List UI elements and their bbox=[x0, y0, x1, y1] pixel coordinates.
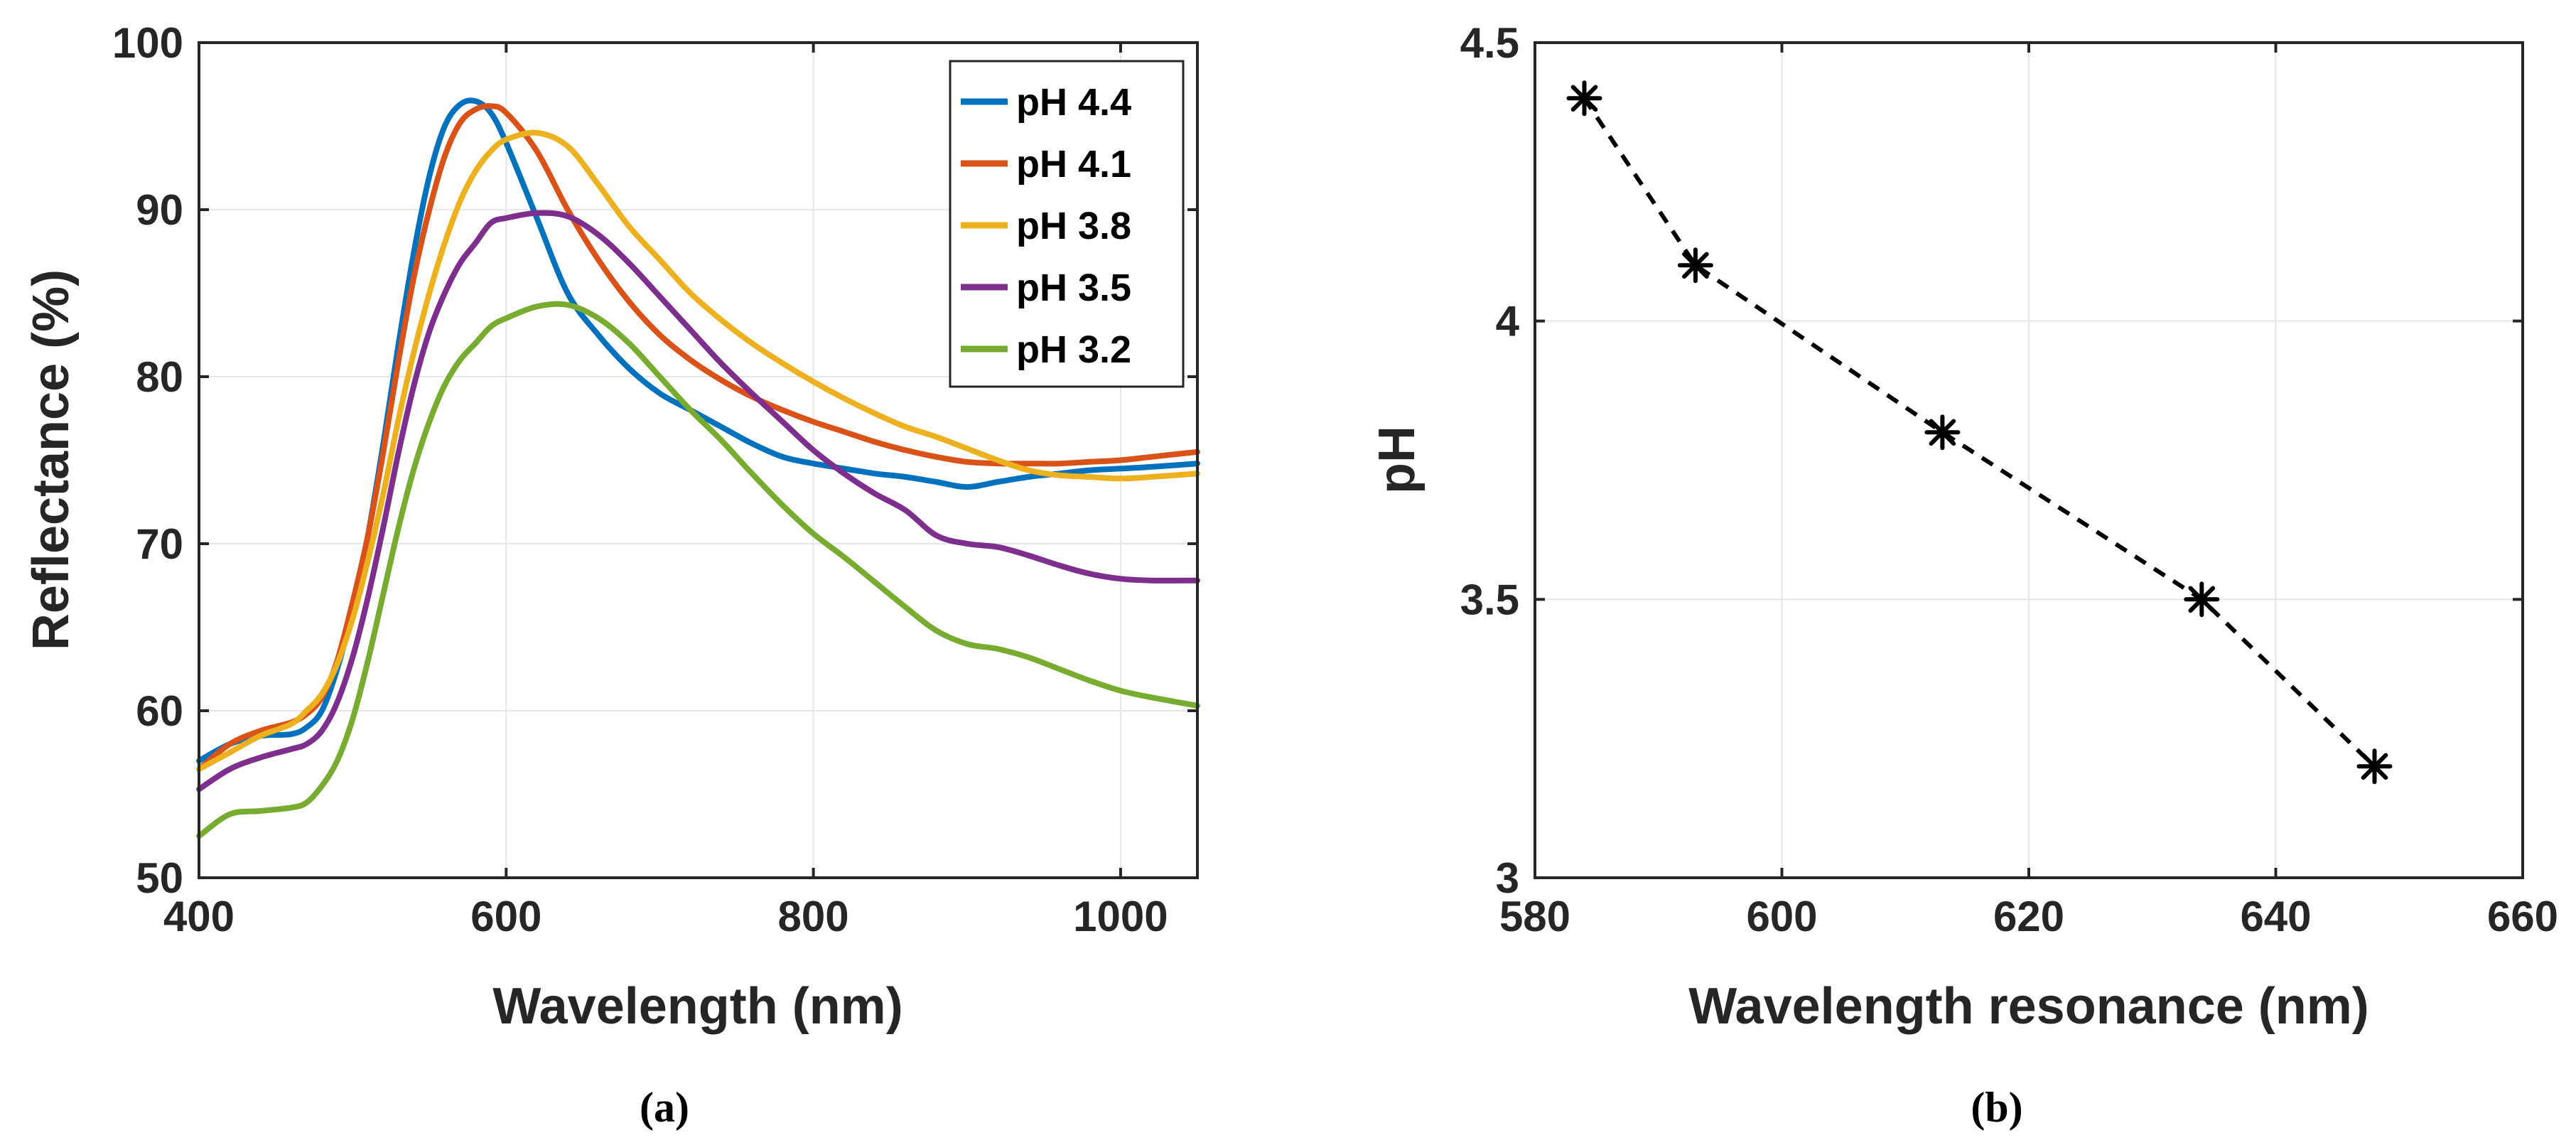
legend-label: pH 4.1 bbox=[1016, 143, 1131, 186]
panel-b-y-tick-label: 4 bbox=[1496, 298, 1520, 345]
panel-a-x-tick-label: 600 bbox=[470, 893, 541, 940]
panel-b-x-tick-label: 640 bbox=[2240, 893, 2311, 940]
panel-b-caption: (b) bbox=[1971, 1084, 2022, 1131]
panel-b-y-tick-label: 3 bbox=[1496, 854, 1519, 902]
panel-a-tick-labels: 400 600 800 1000 50 60 70 80 90 100 bbox=[112, 19, 1168, 940]
legend-label: pH 3.2 bbox=[1016, 328, 1131, 371]
panel-a-x-tick-label: 1000 bbox=[1073, 893, 1168, 940]
panel-b-x-tick-label: 580 bbox=[1499, 893, 1570, 940]
panel-a-y-tick-label: 50 bbox=[136, 854, 183, 902]
legend-label: pH 4.4 bbox=[1016, 81, 1131, 124]
marker-stroke bbox=[1929, 419, 1956, 446]
panel-b-y-tick-label: 4.5 bbox=[1460, 19, 1519, 67]
marker-stroke bbox=[2361, 753, 2388, 780]
panel-a-series-lines bbox=[196, 97, 1200, 839]
data-point-marker bbox=[1924, 414, 1961, 451]
panel-b-x-tick-label: 600 bbox=[1746, 893, 1817, 940]
series-line-ph-3-8 bbox=[196, 129, 1200, 773]
data-point-marker bbox=[2184, 581, 2220, 618]
panel-a-y-tick-label: 70 bbox=[136, 520, 183, 568]
panel-b-dashed-line bbox=[1583, 97, 2376, 768]
panel-a-axes-box bbox=[198, 41, 1199, 879]
panel-b-x-tick-label: 620 bbox=[1993, 893, 2064, 940]
panel-b-tick-labels: 580 600 620 640 660 3 3.5 4 4.5 bbox=[1460, 19, 2558, 940]
marker-stroke bbox=[2188, 586, 2216, 613]
panel-b-y-tick-label: 3.5 bbox=[1460, 576, 1519, 623]
panel-b-markers bbox=[1566, 80, 2393, 785]
series-line-ph-3-5 bbox=[196, 210, 1200, 792]
panel-b-y-axis-label: pH bbox=[1369, 426, 1426, 494]
series-line-ph-3-2 bbox=[196, 301, 1200, 839]
panel-a-caption: (a) bbox=[640, 1084, 689, 1131]
panel-a-y-tick-label: 60 bbox=[136, 687, 183, 735]
panel-a-x-tick-label: 400 bbox=[163, 893, 235, 940]
legend-label: pH 3.8 bbox=[1016, 205, 1131, 247]
panel-b-x-axis-label: Wavelength resonance (nm) bbox=[1688, 978, 2369, 1035]
panel-a-x-tick-label: 800 bbox=[778, 893, 849, 940]
legend: pH 4.4 pH 4.1 pH 3.8 pH 3.5 pH 3.2 bbox=[949, 60, 1185, 388]
panel-a-x-axis-label: Wavelength (nm) bbox=[492, 978, 902, 1035]
legend-label: pH 3.5 bbox=[1016, 267, 1131, 309]
series-line-ph-4-1 bbox=[196, 103, 1200, 773]
panel-a-y-axis-label: Reflectance (%) bbox=[23, 269, 80, 650]
data-point-marker bbox=[1677, 247, 1713, 284]
panel-a-y-tick-label: 80 bbox=[136, 353, 183, 401]
data-point-marker bbox=[1566, 80, 1602, 117]
panel-a-y-tick-label: 100 bbox=[112, 19, 183, 67]
panel-b-ph-chart: 580 600 620 640 660 3 3.5 4 4.5 Wavelength reson… bbox=[1369, 19, 2558, 1131]
data-point-marker bbox=[2356, 748, 2393, 785]
marker-stroke bbox=[1570, 85, 1598, 112]
marker-stroke bbox=[1682, 252, 1709, 279]
panel-b-x-tick-label: 660 bbox=[2487, 893, 2558, 940]
panel-b-tick-marks bbox=[1534, 41, 2524, 879]
panel-a-reflectance-chart: 400 600 800 1000 50 60 70 80 90 100 Wavelength (n… bbox=[23, 19, 1200, 1131]
panel-a-tick-marks bbox=[198, 41, 1197, 879]
panel-a-y-tick-label: 90 bbox=[136, 186, 183, 234]
